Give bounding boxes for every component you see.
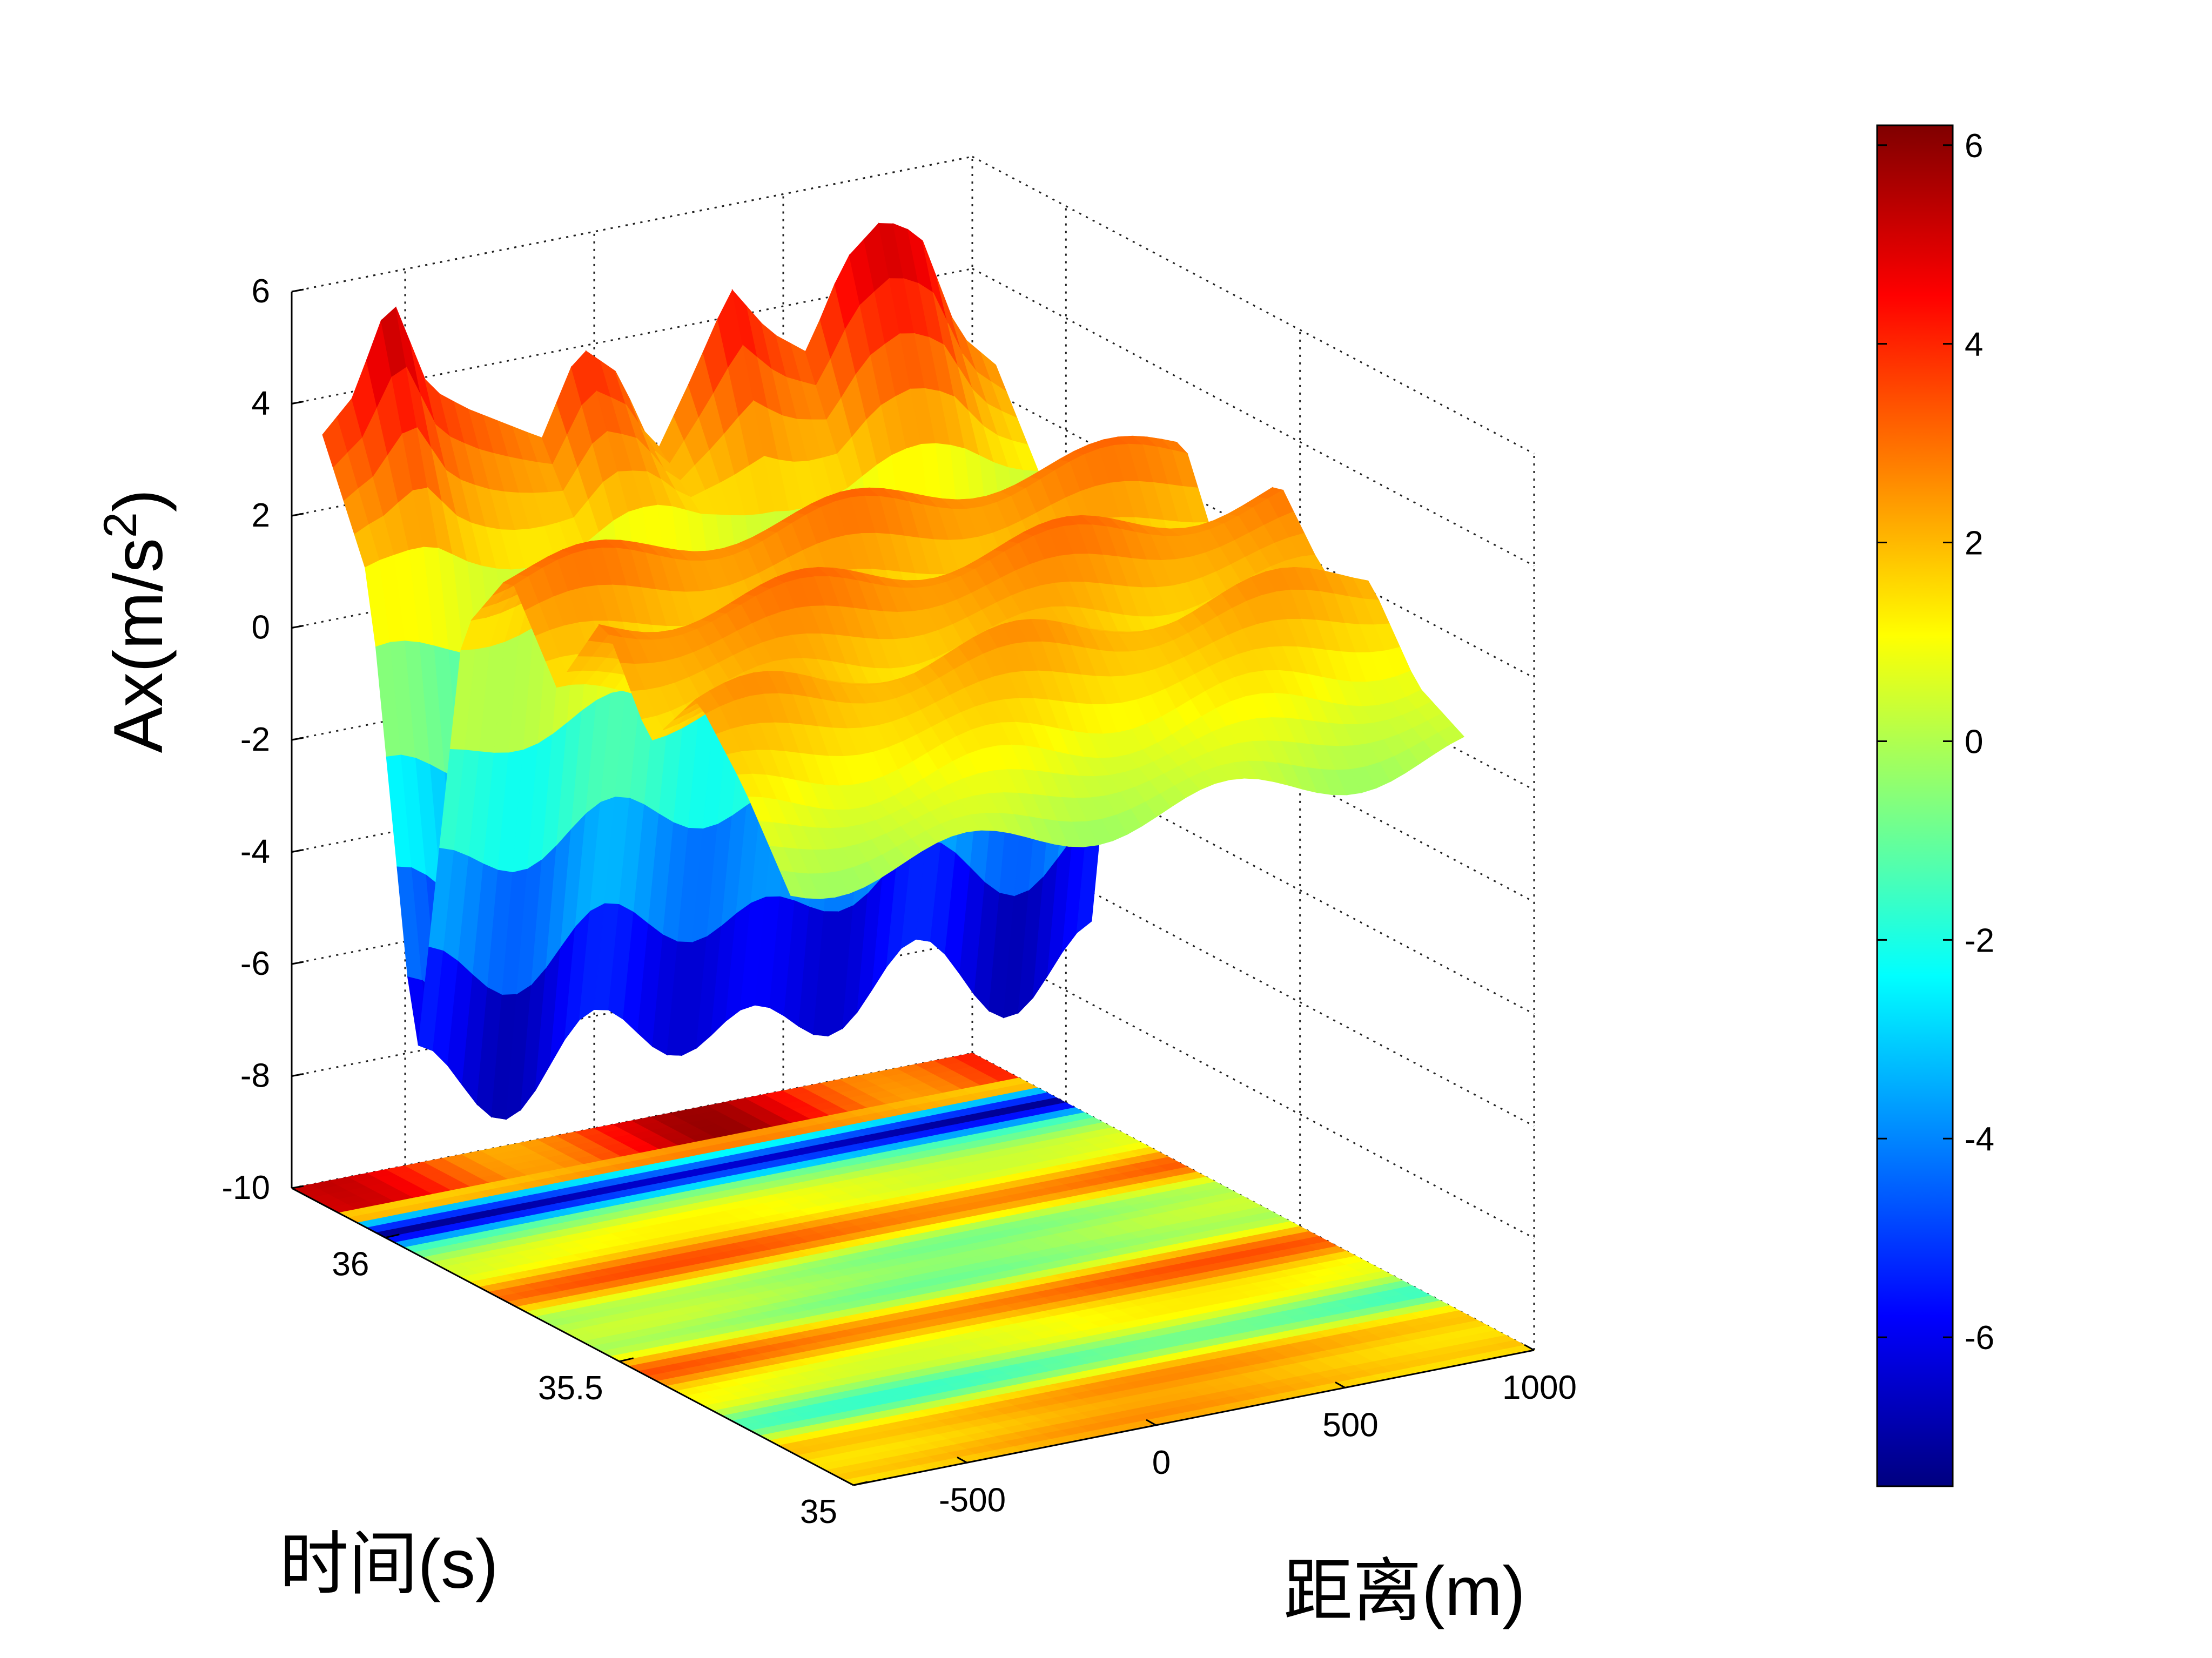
- z-tick-mark: [291, 1185, 304, 1189]
- z-tick-label: 6: [252, 273, 270, 310]
- z-tick-label: -6: [240, 945, 270, 982]
- x-tick-label: 0: [1152, 1444, 1171, 1481]
- z-axis-label-prefix: Ax(m/s: [100, 538, 177, 753]
- z-tick-label: 0: [252, 609, 270, 646]
- y-tick-label: 35: [800, 1493, 837, 1531]
- y-tick-label: 36: [332, 1246, 369, 1283]
- z-tick-label: 4: [252, 385, 270, 422]
- z-tick-label: -8: [240, 1057, 270, 1095]
- colorbar-tick-label: -4: [1965, 1121, 1994, 1158]
- z-tick-mark: [291, 961, 304, 965]
- colorbar-tick-label: -6: [1965, 1319, 1994, 1357]
- z-axis-label-sup: 2: [95, 512, 146, 538]
- surface-mesh: [322, 223, 1465, 1120]
- colorbar-tick-label: -2: [1965, 922, 1994, 959]
- x-tick-mark: [1146, 1419, 1157, 1426]
- y-tick-mark: [385, 1234, 400, 1239]
- colorbar-rect: [1876, 124, 1954, 1487]
- z-tick-label: -2: [240, 721, 270, 758]
- grid-line: [972, 156, 1535, 455]
- floor-contour-map: [291, 1053, 1535, 1486]
- z-tick-label: 2: [252, 497, 270, 534]
- z-tick-labels: -10 -8 -6 -4 -2 0 2 4 6: [221, 273, 304, 1207]
- colorbar-tick-label: 6: [1965, 127, 1983, 165]
- grid-line: [972, 268, 1535, 567]
- z-tick-mark: [291, 513, 304, 517]
- colorbar: -6 -4 -2 0 2 4 6: [1876, 124, 1994, 1487]
- colorbar-tick-label: 4: [1965, 326, 1983, 363]
- z-axis-label: Ax(m/s2): [95, 489, 177, 753]
- y-axis-label: 时间(s): [279, 1526, 498, 1603]
- z-tick-label: -10: [221, 1169, 270, 1207]
- x-axis-label: 距离(m): [1283, 1553, 1525, 1630]
- z-tick-mark: [291, 1073, 304, 1077]
- z-tick-mark: [291, 288, 304, 293]
- z-tick-mark: [291, 737, 304, 741]
- x-tick-mark: [1524, 1344, 1535, 1351]
- z-tick-mark: [291, 849, 304, 853]
- z-tick-label: -4: [240, 833, 270, 871]
- colorbar-tick-label: 2: [1965, 525, 1983, 562]
- x-tick-label: 1000: [1502, 1369, 1577, 1406]
- y-tick-mark: [853, 1481, 868, 1486]
- x-tick-label: 500: [1322, 1406, 1378, 1444]
- z-tick-mark: [291, 401, 304, 405]
- y-tick-mark: [619, 1357, 634, 1363]
- x-tick-label: -500: [939, 1481, 1006, 1519]
- y-tick-labels: 35 35.5 36: [332, 1234, 868, 1531]
- colorbar-ticks: -6 -4 -2 0 2 4 6: [1877, 127, 1994, 1357]
- y-tick-label: 35.5: [538, 1370, 603, 1407]
- z-axis-label-suffix: ): [100, 489, 177, 513]
- z-tick-mark: [291, 625, 304, 629]
- colorbar-tick-label: 0: [1965, 723, 1983, 760]
- x-tick-mark: [1335, 1381, 1346, 1389]
- x-tick-labels: -500 0 500 1000: [939, 1344, 1577, 1519]
- x-tick-mark: [957, 1457, 967, 1464]
- surface-cell: [1437, 724, 1465, 745]
- grid-line: [972, 940, 1535, 1239]
